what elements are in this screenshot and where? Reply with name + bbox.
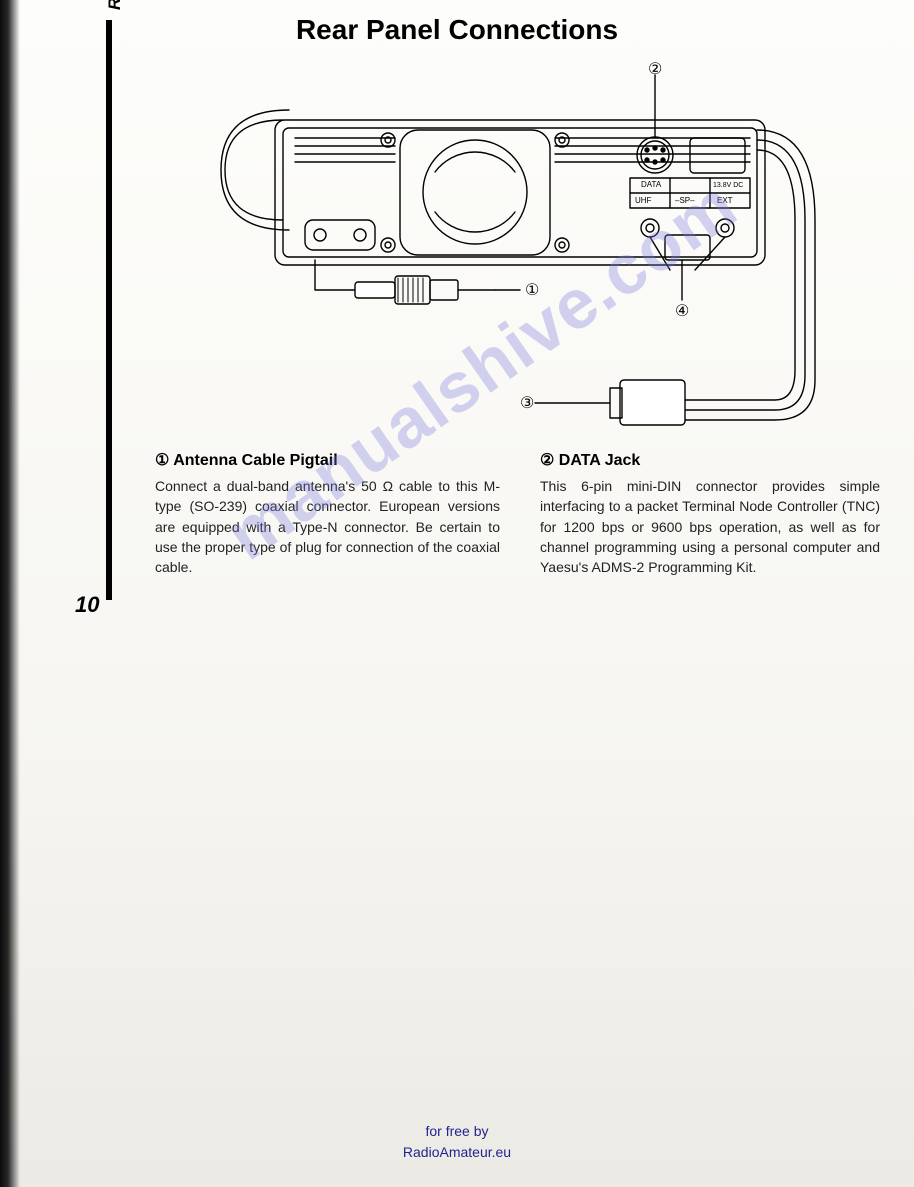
section-2-num: ②: [540, 452, 554, 469]
label-data: DATA: [641, 180, 662, 189]
label-sp: –SP–: [675, 196, 695, 205]
footer-line-1: for free by: [0, 1121, 914, 1142]
callout-3: ③: [520, 395, 534, 412]
section-1-heading: ① Antenna Cable Pigtail: [155, 450, 500, 470]
section-2-title: DATA Jack: [559, 452, 641, 469]
callout-1: ①: [525, 282, 539, 299]
label-ext: EXT: [717, 196, 733, 205]
page-title: Rear Panel Connections: [0, 14, 914, 46]
page-footer: for free by RadioAmateur.eu: [0, 1121, 914, 1163]
side-index-bar: [106, 20, 112, 600]
footer-line-2: RadioAmateur.eu: [0, 1142, 914, 1163]
callout-2: ②: [648, 61, 662, 78]
section-1: ① Antenna Cable Pigtail Connect a dual-b…: [155, 450, 500, 577]
manual-page: Rear Panel Connections 10 Rear Panel Con…: [0, 0, 914, 1187]
section-1-num: ①: [155, 452, 169, 469]
label-uhf: UHF: [635, 196, 652, 205]
section-2-heading: ② DATA Jack: [540, 450, 880, 470]
label-dc: 13.8V DC: [713, 182, 743, 189]
rear-panel-diagram: DATA 13.8V DC UHF –SP– EXT ① ② ③ ④: [215, 60, 835, 440]
section-2-body: This 6-pin mini-DIN connector provides s…: [540, 476, 880, 577]
section-1-body: Connect a dual-band antenna's 50 Ω cable…: [155, 476, 500, 577]
section-1-title: Antenna Cable Pigtail: [173, 452, 337, 469]
callout-4: ④: [675, 303, 689, 320]
section-2: ② DATA Jack This 6-pin mini-DIN connecto…: [540, 450, 880, 577]
side-tab-label: Rear Panel Connections: [105, 0, 125, 10]
scan-edge-shadow: [0, 0, 20, 1187]
page-number: 10: [75, 592, 99, 618]
